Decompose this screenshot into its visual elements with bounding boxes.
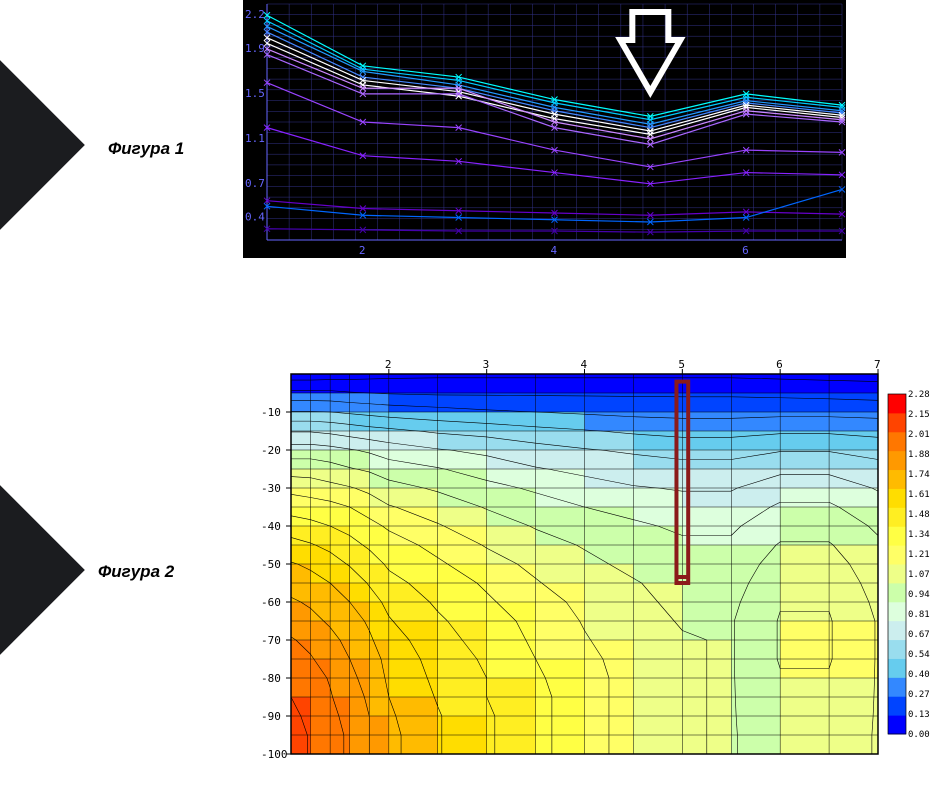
svg-text:0.54: 0.54 (908, 650, 930, 660)
svg-text:1.34: 1.34 (908, 530, 930, 540)
svg-text:-20: -20 (261, 444, 281, 457)
svg-text:1.07: 1.07 (908, 570, 930, 580)
svg-text:-30: -30 (261, 482, 281, 495)
svg-text:2: 2 (385, 358, 392, 371)
svg-text:0.13: 0.13 (908, 710, 930, 720)
chart2-contour-heatmap: 2 3 4 5 6 7 -10 -20 -30 -40 -50 -60 -70 -80 -90 -100 0.0… (243, 358, 940, 758)
figure2-label: Фигура 2 (98, 562, 174, 582)
svg-text:6: 6 (776, 358, 783, 371)
svg-text:7: 7 (874, 358, 881, 371)
svg-text:1.9: 1.9 (245, 42, 265, 55)
svg-text:1.88: 1.88 (908, 450, 930, 460)
figure1-label: Фигура 1 (108, 139, 184, 159)
svg-text:-90: -90 (261, 710, 281, 723)
svg-text:1.1: 1.1 (245, 132, 265, 145)
svg-text:2.01: 2.01 (908, 430, 930, 440)
svg-text:2.28: 2.28 (908, 390, 930, 400)
svg-text:4: 4 (581, 358, 588, 371)
svg-text:-40: -40 (261, 520, 281, 533)
svg-text:0.81: 0.81 (908, 610, 930, 620)
svg-text:0.00: 0.00 (908, 730, 930, 740)
svg-text:0.7: 0.7 (245, 177, 265, 190)
svg-text:6: 6 (742, 244, 749, 257)
svg-text:2: 2 (359, 244, 366, 257)
svg-text:-50: -50 (261, 558, 281, 571)
svg-text:0.94: 0.94 (908, 590, 930, 600)
svg-text:3: 3 (483, 358, 490, 371)
svg-text:1.74: 1.74 (908, 470, 930, 480)
svg-text:4: 4 (551, 244, 558, 257)
svg-text:1.21: 1.21 (908, 550, 930, 560)
svg-text:-70: -70 (261, 634, 281, 647)
svg-text:1.61: 1.61 (908, 490, 930, 500)
svg-text:1.5: 1.5 (245, 87, 265, 100)
chart1-line-plot: 0.4 0.7 1.1 1.5 1.9 2.2 2 4 6 (243, 0, 846, 258)
svg-text:0.40: 0.40 (908, 670, 930, 680)
svg-text:-100: -100 (261, 748, 288, 758)
svg-text:1.48: 1.48 (908, 510, 930, 520)
svg-text:-60: -60 (261, 596, 281, 609)
dark-chevron-fig1 (0, 60, 85, 230)
svg-text:2.15: 2.15 (908, 410, 930, 420)
svg-text:0.27: 0.27 (908, 690, 930, 700)
svg-text:-10: -10 (261, 406, 281, 419)
svg-text:0.67: 0.67 (908, 630, 930, 640)
svg-text:0.4: 0.4 (245, 211, 265, 224)
svg-text:-80: -80 (261, 672, 281, 685)
dark-chevron-fig2 (0, 485, 85, 655)
svg-text:2.2: 2.2 (245, 8, 265, 21)
svg-text:5: 5 (678, 358, 685, 371)
